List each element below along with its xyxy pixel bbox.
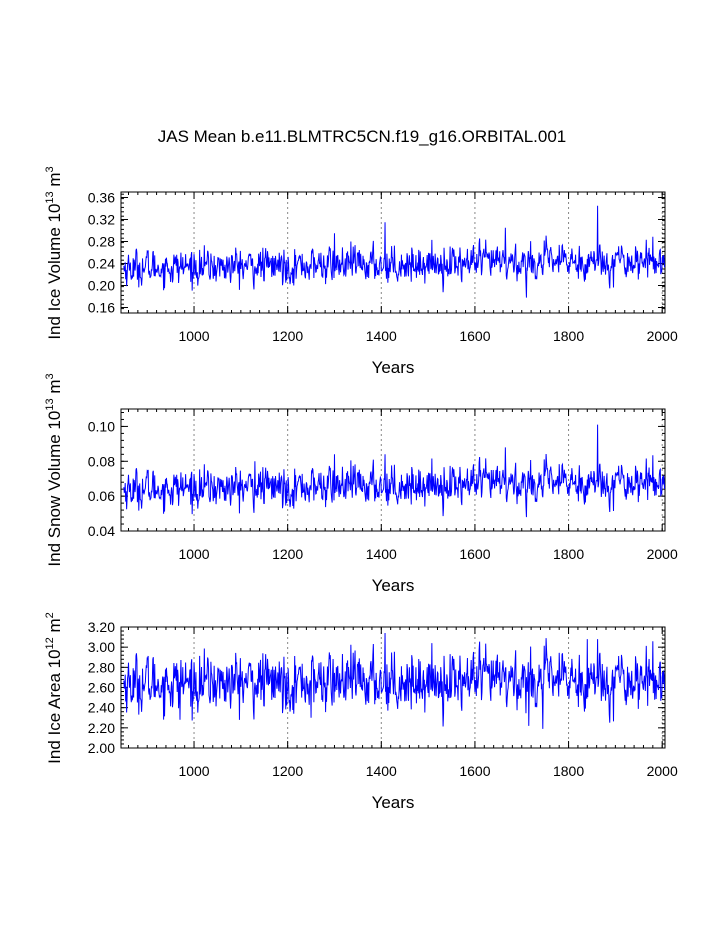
x-tick-label: 1600 <box>459 546 490 562</box>
x-tick-label: 2000 <box>647 546 678 562</box>
x-axis-label: Years <box>372 576 415 595</box>
x-tick-label: 1200 <box>272 546 303 562</box>
x-tick-label: 1600 <box>459 763 490 779</box>
panel-ice-volume: 1000 1200 1400 1600 1800 2000 0.16 0.20 0.24 0.2… <box>44 166 678 377</box>
y-tick-label: 0.16 <box>88 300 115 316</box>
y-tick-label: 0.28 <box>88 234 115 250</box>
y-tick-label: 0.36 <box>88 190 115 206</box>
y-tick-label: 0.04 <box>88 523 115 539</box>
y-tick-label: 3.00 <box>88 639 115 655</box>
x-tick-label: 1000 <box>178 328 209 344</box>
x-tick-label: 1600 <box>459 328 490 344</box>
y-tick-label: 2.00 <box>88 740 115 756</box>
x-tick-label: 2000 <box>647 763 678 779</box>
y-tick-label: 0.20 <box>88 278 115 294</box>
x-tick-label: 1800 <box>553 328 584 344</box>
y-tick-label: 0.24 <box>88 256 115 272</box>
series-line-ice-area <box>123 633 666 729</box>
y-axis: 2.00 2.20 2.40 2.60 2.80 3.00 3.20 <box>88 619 665 756</box>
y-axis: 0.16 0.20 0.24 0.28 0.32 0.36 <box>88 190 665 316</box>
reference-lines <box>193 409 663 531</box>
chart-title: JAS Mean b.e11.BLMTRC5CN.f19_g16.ORBITAL… <box>158 127 567 146</box>
plot-frame <box>120 191 666 314</box>
x-tick-label: 1000 <box>178 546 209 562</box>
y-tick-label: 3.20 <box>88 619 115 635</box>
x-axis: 1000 1200 1400 1600 1800 2000 <box>127 627 678 779</box>
x-tick-label: 1400 <box>366 763 397 779</box>
x-tick-label: 1400 <box>366 328 397 344</box>
series-line-ice-volume <box>123 205 666 298</box>
plot-frame <box>120 408 666 532</box>
y-tick-label: 0.32 <box>88 212 115 228</box>
y-tick-label: 2.40 <box>88 700 115 716</box>
reference-lines <box>193 192 663 313</box>
x-tick-label: 1000 <box>178 763 209 779</box>
x-tick-label: 1400 <box>366 546 397 562</box>
x-tick-label: 2000 <box>647 328 678 344</box>
x-tick-label: 1200 <box>272 763 303 779</box>
y-axis: 0.04 0.06 0.08 0.10 <box>88 411 665 539</box>
series-line-snow-volume <box>123 424 666 518</box>
x-axis-label: Years <box>372 358 415 377</box>
y-tick-label: 0.10 <box>88 418 115 434</box>
x-tick-label: 1800 <box>553 546 584 562</box>
panel-snow-volume: 1000 1200 1400 1600 1800 2000 0.04 0.06 0.08 0.1… <box>44 373 678 595</box>
y-tick-label: 2.60 <box>88 680 115 696</box>
panel-ice-area: 1000 1200 1400 1600 1800 2000 2.00 2.20 2.40 2.6… <box>44 612 678 812</box>
x-axis: 1000 1200 1400 1600 1800 2000 <box>127 192 678 344</box>
x-axis-label: Years <box>372 793 415 812</box>
x-tick-label: 1800 <box>553 763 584 779</box>
y-tick-label: 2.80 <box>88 659 115 675</box>
y-axis-label: Ind Ice Area 1012 m2 <box>44 612 64 764</box>
x-axis: 1000 1200 1400 1600 1800 2000 <box>127 409 678 562</box>
y-tick-label: 2.20 <box>88 720 115 736</box>
y-tick-label: 0.06 <box>88 488 115 504</box>
y-axis-label: Ind Snow Volume 1013 m3 <box>44 373 64 566</box>
x-tick-label: 1200 <box>272 328 303 344</box>
y-tick-label: 0.08 <box>88 453 115 469</box>
y-axis-label: Ind Ice Volume 1013 m3 <box>44 166 64 339</box>
